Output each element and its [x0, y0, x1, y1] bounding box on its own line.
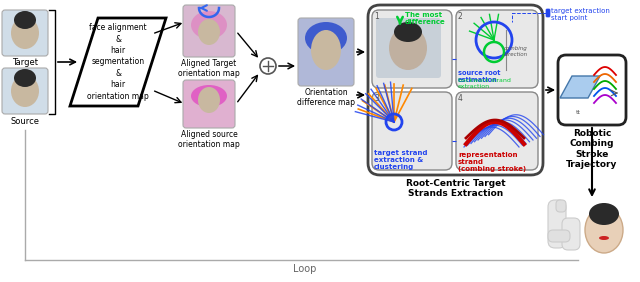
Polygon shape [70, 18, 166, 106]
FancyBboxPatch shape [372, 10, 452, 88]
FancyBboxPatch shape [183, 80, 235, 128]
FancyBboxPatch shape [558, 55, 626, 125]
Text: Aligned source
orientation map: Aligned source orientation map [178, 130, 240, 149]
Text: 3: 3 [374, 94, 379, 103]
Ellipse shape [305, 22, 347, 54]
Ellipse shape [14, 69, 36, 87]
FancyBboxPatch shape [183, 5, 235, 57]
Text: target strand
extraction &
clustering: target strand extraction & clustering [374, 150, 428, 170]
FancyBboxPatch shape [546, 9, 550, 17]
Text: tt: tt [575, 110, 580, 115]
Text: Loop: Loop [293, 264, 317, 274]
FancyBboxPatch shape [368, 5, 543, 175]
Ellipse shape [11, 17, 39, 49]
Ellipse shape [198, 87, 220, 113]
Ellipse shape [14, 11, 36, 29]
FancyBboxPatch shape [548, 230, 570, 242]
Text: representation
strand
(combing stroke): representation strand (combing stroke) [458, 152, 526, 172]
FancyBboxPatch shape [562, 218, 580, 250]
Text: 1: 1 [374, 12, 379, 21]
Ellipse shape [198, 19, 220, 45]
Text: Root-Centric Target
Strands Extraction: Root-Centric Target Strands Extraction [406, 179, 506, 199]
Text: Aligned Target
orientation map: Aligned Target orientation map [178, 59, 240, 78]
FancyBboxPatch shape [456, 92, 538, 170]
Text: Target: Target [12, 58, 38, 67]
Ellipse shape [599, 236, 609, 240]
Text: backward strand
extraction: backward strand extraction [458, 78, 511, 89]
Ellipse shape [389, 26, 427, 70]
Text: The most
difference: The most difference [405, 12, 445, 25]
Ellipse shape [589, 203, 619, 225]
Text: Orientation
difference map: Orientation difference map [297, 88, 355, 107]
Text: source root
estimation: source root estimation [458, 70, 500, 83]
Text: 2: 2 [458, 12, 463, 21]
FancyBboxPatch shape [376, 18, 441, 78]
Ellipse shape [11, 75, 39, 107]
Circle shape [260, 58, 276, 74]
Ellipse shape [311, 30, 341, 70]
Text: target extraction
start point: target extraction start point [551, 8, 610, 21]
Text: Source: Source [10, 117, 40, 126]
Text: face alignment
&
hair
segmentation
&
hair
orientation map: face alignment & hair segmentation & hai… [87, 23, 149, 101]
FancyBboxPatch shape [556, 200, 566, 212]
Text: Robotic
Combing
Stroke
Trajectory: Robotic Combing Stroke Trajectory [566, 129, 618, 169]
FancyBboxPatch shape [298, 18, 354, 86]
Ellipse shape [191, 11, 227, 39]
FancyBboxPatch shape [2, 10, 48, 56]
Ellipse shape [585, 207, 623, 253]
Text: 4: 4 [458, 94, 463, 103]
Ellipse shape [191, 85, 227, 107]
FancyBboxPatch shape [548, 200, 566, 248]
FancyBboxPatch shape [372, 92, 452, 170]
Text: combing
direction: combing direction [504, 46, 528, 57]
FancyBboxPatch shape [456, 10, 538, 88]
FancyBboxPatch shape [2, 68, 48, 114]
Polygon shape [560, 76, 600, 98]
Ellipse shape [394, 22, 422, 42]
